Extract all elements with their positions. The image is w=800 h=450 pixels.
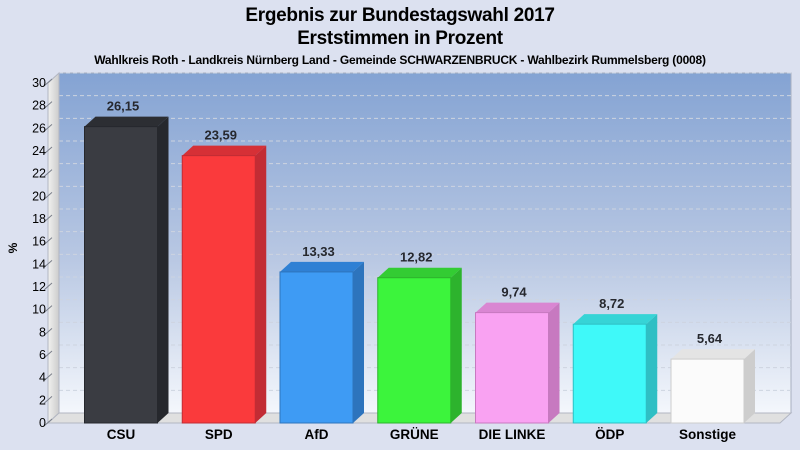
chart-caption: Wahlkreis Roth - Landkreis Nürnberg Land… [94,53,706,67]
bar-side-afd [353,261,364,423]
y-tick-mark [43,259,53,268]
y-tick-label: 18 [32,212,46,226]
y-tick-mark [43,123,53,132]
y-tick-label: 14 [32,257,46,271]
y-tick-label: 26 [32,121,46,135]
bar-top-spd [182,145,267,156]
bar-value-label: 12,82 [400,250,433,265]
bar-top-die-linke [475,302,560,313]
x-label-sonstige: Sonstige [679,427,736,442]
bar-value-label: 8,72 [599,296,624,311]
x-label-afd: AfD [305,427,329,442]
bar-side-sonstige [744,349,755,423]
bar-top-gruene [377,267,462,278]
y-tick-label: 30 [32,76,46,90]
bar-side-csu [157,116,169,423]
y-tick-label: 6 [39,348,46,362]
bar-value-label: 9,74 [501,285,527,300]
y-tick-label: 2 [39,393,46,407]
y-tick-label: 10 [32,303,46,317]
y-tick-mark [43,350,53,359]
bar-top-sonstige [671,349,755,360]
bar-top-afd [280,261,364,272]
y-tick-mark [43,327,53,336]
bar-side-gruene [450,267,462,423]
bar-front-afd [279,271,354,424]
bar-side-spd [255,145,267,423]
y-tick-label: 0 [39,416,46,430]
y-tick-mark [43,237,53,246]
x-label-die-linke: DIE LINKE [479,427,546,442]
x-label-oedp: ÖDP [595,427,624,442]
bar-front-oedp [572,323,647,424]
y-axis-title: % [6,242,20,253]
y-tick-mark [43,101,53,110]
bar-top-csu [84,116,169,127]
y-tick-label: 24 [32,144,46,158]
bar-side-die-linke [548,302,560,423]
bar-value-label: 26,15 [107,99,140,114]
chart-subtitle: Erststimmen in Prozent [297,28,503,49]
x-label-csu: CSU [107,427,136,442]
x-label-gruene: GRÜNE [390,427,439,442]
bar-value-label: 23,59 [204,128,237,143]
bar-front-gruene [377,277,452,424]
y-tick-label: 22 [32,167,46,181]
left-wall [47,71,60,425]
chart-title: Ergebnis zur Bundestagswahl 2017 [245,5,555,26]
y-tick-mark [43,373,53,382]
y-tick-mark [43,214,53,223]
y-tick-mark [43,418,53,427]
x-label-spd: SPD [205,427,233,442]
y-tick-label: 20 [32,189,46,203]
y-tick-label: 8 [39,325,46,339]
y-tick-mark [43,282,53,291]
bar-side-oedp [646,314,658,423]
y-tick-label: 12 [32,280,46,294]
y-tick-mark [43,78,53,87]
y-tick-label: 28 [32,99,46,113]
y-tick-label: 4 [39,371,46,385]
bar-value-label: 5,64 [697,331,723,346]
y-tick-mark [43,191,53,200]
y-tick-mark [43,169,53,178]
y-tick-mark [43,146,53,155]
bar-front-csu [84,126,158,424]
y-tick-label: 16 [32,235,46,249]
bar-front-sonstige [670,358,745,424]
bar-front-die-linke [475,312,549,424]
bar-top-oedp [573,314,658,325]
y-tick-mark [43,395,53,404]
y-tick-mark [43,305,53,314]
bar-front-spd [181,155,256,424]
bar-value-label: 13,33 [302,244,335,259]
